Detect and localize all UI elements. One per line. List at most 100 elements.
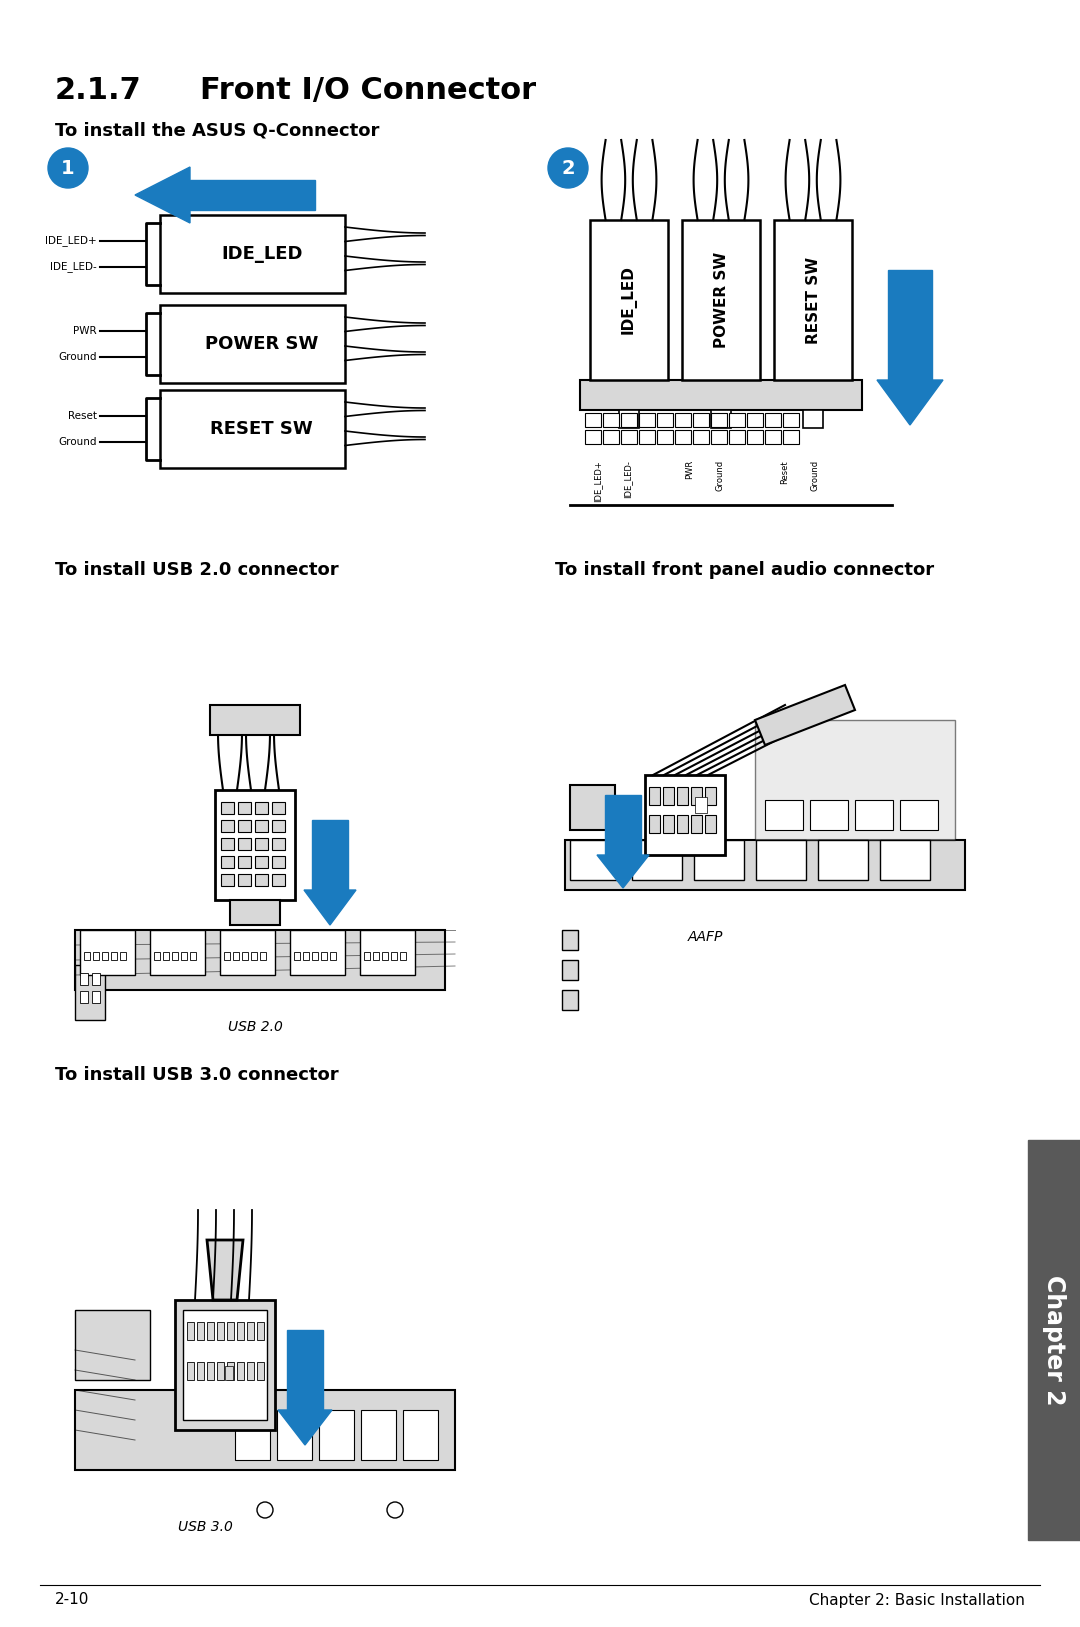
- Circle shape: [548, 148, 588, 189]
- Bar: [80, 973, 87, 984]
- Polygon shape: [312, 820, 348, 890]
- Bar: [217, 1323, 224, 1341]
- Text: IDE_LED-: IDE_LED-: [51, 262, 97, 272]
- Bar: [187, 1362, 194, 1380]
- Bar: [774, 220, 852, 381]
- Bar: [238, 802, 251, 814]
- Polygon shape: [190, 181, 315, 210]
- Polygon shape: [877, 381, 943, 425]
- Bar: [639, 413, 654, 426]
- Polygon shape: [303, 890, 356, 926]
- Bar: [93, 952, 99, 960]
- Bar: [221, 838, 234, 849]
- Bar: [75, 931, 445, 989]
- Bar: [729, 413, 745, 426]
- Bar: [224, 952, 230, 960]
- Bar: [150, 931, 205, 975]
- Bar: [197, 1323, 204, 1341]
- Bar: [619, 410, 639, 428]
- Text: 2.1.7: 2.1.7: [55, 75, 141, 104]
- Bar: [360, 931, 415, 975]
- Circle shape: [257, 1502, 273, 1518]
- Bar: [221, 820, 234, 831]
- Bar: [238, 874, 251, 887]
- Bar: [247, 1362, 254, 1380]
- Bar: [649, 815, 660, 833]
- Bar: [233, 952, 239, 960]
- Bar: [400, 952, 406, 960]
- Polygon shape: [605, 796, 642, 856]
- Bar: [312, 952, 318, 960]
- Text: 2: 2: [562, 158, 575, 177]
- Bar: [677, 815, 688, 833]
- Text: To install the ASUS Q-Connector: To install the ASUS Q-Connector: [55, 120, 379, 138]
- Bar: [747, 430, 762, 444]
- Bar: [75, 1310, 150, 1380]
- Bar: [217, 1362, 224, 1380]
- Bar: [255, 820, 268, 831]
- Polygon shape: [278, 1411, 332, 1445]
- Text: IDE_LED: IDE_LED: [221, 246, 302, 264]
- Bar: [657, 430, 673, 444]
- Bar: [272, 802, 285, 814]
- Text: Ground: Ground: [58, 351, 97, 361]
- Bar: [255, 874, 268, 887]
- Bar: [183, 1310, 267, 1420]
- Text: Front I/O Connector: Front I/O Connector: [200, 75, 536, 104]
- Bar: [645, 774, 725, 856]
- Bar: [765, 800, 804, 830]
- Bar: [190, 952, 195, 960]
- Bar: [694, 840, 744, 880]
- Polygon shape: [597, 856, 649, 888]
- Polygon shape: [755, 685, 855, 745]
- Bar: [197, 1362, 204, 1380]
- Bar: [80, 931, 135, 975]
- Bar: [705, 787, 716, 805]
- Bar: [705, 815, 716, 833]
- Bar: [80, 991, 87, 1002]
- Bar: [696, 797, 707, 814]
- Bar: [238, 820, 251, 831]
- Bar: [729, 430, 745, 444]
- Bar: [603, 413, 619, 426]
- Text: USB 3.0: USB 3.0: [177, 1520, 232, 1534]
- Bar: [621, 413, 637, 426]
- Text: To install USB 2.0 connector: To install USB 2.0 connector: [55, 561, 339, 579]
- Bar: [783, 413, 799, 426]
- Bar: [364, 952, 370, 960]
- Bar: [675, 413, 691, 426]
- Bar: [621, 430, 637, 444]
- Bar: [603, 430, 619, 444]
- Text: Ground: Ground: [58, 438, 97, 447]
- Bar: [691, 787, 702, 805]
- Bar: [663, 787, 674, 805]
- Bar: [570, 840, 620, 880]
- Bar: [172, 952, 178, 960]
- Bar: [225, 1367, 233, 1380]
- Bar: [221, 874, 234, 887]
- Bar: [562, 931, 578, 950]
- Text: 1: 1: [62, 158, 75, 177]
- Bar: [187, 1323, 194, 1341]
- Polygon shape: [888, 270, 932, 381]
- Bar: [175, 1300, 275, 1430]
- Bar: [585, 430, 600, 444]
- Bar: [207, 1362, 214, 1380]
- Polygon shape: [287, 1329, 323, 1411]
- Text: To install front panel audio connector: To install front panel audio connector: [555, 561, 934, 579]
- Bar: [391, 952, 397, 960]
- Bar: [711, 430, 727, 444]
- Text: RESET SW: RESET SW: [806, 257, 821, 343]
- Bar: [580, 381, 862, 410]
- Bar: [215, 791, 295, 900]
- Bar: [160, 215, 345, 293]
- Bar: [272, 874, 285, 887]
- Bar: [880, 840, 930, 880]
- Bar: [294, 952, 300, 960]
- Bar: [235, 1411, 270, 1459]
- Bar: [765, 430, 781, 444]
- Bar: [237, 1362, 244, 1380]
- Bar: [238, 856, 251, 867]
- Text: AAFP: AAFP: [687, 931, 723, 944]
- Bar: [210, 704, 300, 735]
